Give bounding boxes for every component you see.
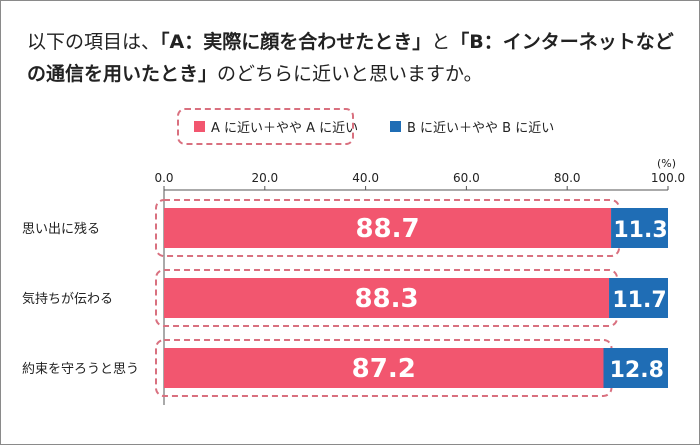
legend: A に近い＋やや A に近い B に近い＋やや B に近い bbox=[180, 108, 560, 144]
question-mid: と bbox=[431, 31, 451, 53]
question-option-b: 「B：インターネットなどの通信を用いたとき」 bbox=[27, 31, 674, 85]
legend-label-b: B に近い＋やや B に近い bbox=[407, 120, 555, 136]
question-option-a: 「A：実際に顔を合わせたとき」 bbox=[160, 31, 432, 53]
question-suffix: のどちらに近いと思いますか。 bbox=[217, 63, 483, 85]
unit-label: (%) bbox=[657, 157, 677, 170]
legend-item-b: B に近い＋やや B に近い bbox=[390, 117, 555, 136]
legend-swatch-a bbox=[194, 120, 205, 132]
legend-label-a: A に近い＋やや A に近い bbox=[211, 120, 359, 136]
legend-item-a: A に近い＋やや A に近い bbox=[194, 117, 359, 136]
question-prefix: 以下の項目は、 bbox=[27, 31, 161, 53]
legend-swatch-b bbox=[390, 120, 401, 132]
legend-highlight bbox=[177, 108, 354, 145]
question-text: 以下の項目は、「A：実際に顔を合わせたとき」と「B：インターネットなどの通信を用… bbox=[27, 26, 677, 90]
